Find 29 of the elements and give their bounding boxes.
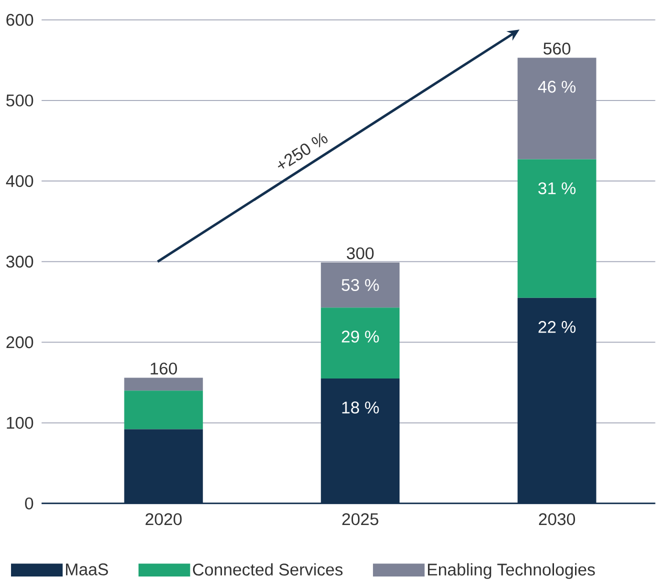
bar (320, 308, 400, 379)
bar (518, 58, 596, 160)
y-tick-label: 500 (6, 94, 34, 107)
y-tick-label: 200 (6, 336, 34, 348)
annotation: 29 % (342, 330, 379, 343)
y-tick-label: 600 (6, 14, 34, 26)
x-tick-label: 2025 (342, 513, 378, 526)
y-tick-label: 400 (6, 175, 34, 188)
annotation: 22 % (538, 321, 576, 333)
annotation: 18 % (342, 402, 379, 414)
bar (518, 159, 596, 298)
legend-label: Enabling Technologies (428, 563, 595, 580)
bar (124, 378, 203, 391)
legend-label: MaaS (66, 563, 108, 576)
legend-label: Connected Services (192, 563, 343, 576)
x-tick-label: 2030 (538, 513, 576, 526)
annotation: 300 (346, 247, 374, 260)
bar (320, 262, 400, 308)
y-tick-label: 100 (6, 416, 34, 429)
x-tick-label: 2020 (146, 513, 182, 526)
y-tick-label: 0 (25, 498, 34, 510)
bar (124, 390, 203, 430)
annotation: +250 % (278, 132, 328, 169)
annotation: 160 (150, 362, 177, 375)
annotation: 560 (544, 42, 570, 55)
annotation: 46 % (538, 80, 576, 93)
annotation: 53 % (342, 279, 379, 292)
annotation: 31 % (538, 182, 576, 194)
y-tick-label: 300 (6, 256, 34, 268)
